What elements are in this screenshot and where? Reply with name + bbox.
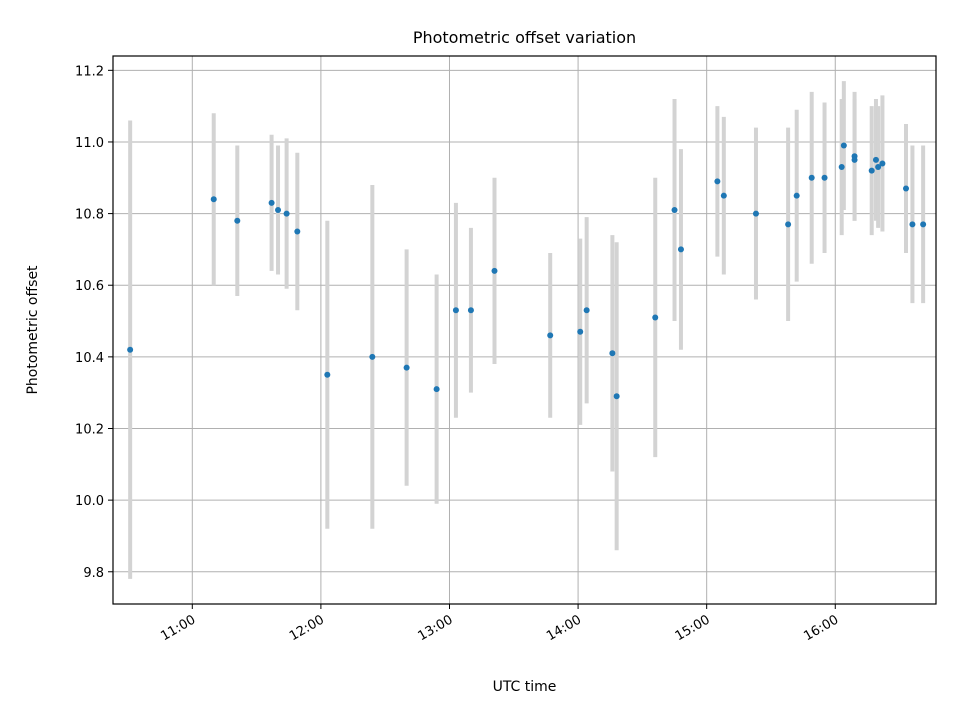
y-tick-label: 10.8 [75,208,104,223]
y-tick-label: 11.0 [75,136,104,151]
y-tick-label: 11.2 [75,64,104,79]
data-point [324,371,331,378]
x-axis-label: UTC time [493,679,557,695]
data-point [840,142,847,149]
plot-frame [112,55,937,605]
x-axis: 11:00 12:00 13:00 14:00 15:00 16:00 [158,604,841,644]
x-tick-label: 12:00 [287,612,327,644]
x-tick-label: 16:00 [801,612,841,644]
data-point [875,164,882,171]
data-point [403,364,410,371]
data-point [714,178,721,185]
data-point [583,307,590,314]
data-point [752,210,759,217]
data-point [467,307,474,314]
data-point [547,332,554,339]
data-point [720,192,727,199]
grid [113,56,936,604]
data-point [210,196,217,203]
data-point [902,185,909,192]
y-axis: 9.8 10.0 10.2 10.4 10.6 10.8 11.0 11.2 [75,64,113,581]
data-point [920,221,927,228]
data-point [868,167,875,174]
data-point [677,246,684,253]
data-point [613,393,620,400]
data-point [793,192,800,199]
data-point [369,353,376,360]
data-point [671,207,678,214]
y-tick-label: 10.0 [75,494,104,509]
y-tick-label: 9.8 [83,566,104,581]
data-point [909,221,916,228]
y-tick-label: 10.4 [75,351,104,366]
data-point [491,267,498,274]
chart-title: Photometric offset variation [413,28,636,47]
data-point [294,228,301,235]
y-tick-label: 10.2 [75,422,104,437]
data-point [808,174,815,181]
data-point [577,328,584,335]
data-point [452,307,459,314]
data-point [268,199,275,206]
x-tick-label: 15:00 [673,612,713,644]
data-point [879,160,886,167]
data-point [283,210,290,217]
y-tick-label: 10.6 [75,279,104,294]
data-point [872,156,879,163]
data-point [234,217,241,224]
data-point [609,350,616,357]
x-tick-label: 14:00 [544,612,584,644]
data-point [652,314,659,321]
data-point [838,164,845,171]
data-point [127,346,134,353]
data-point [275,207,282,214]
data-points [127,142,927,400]
x-tick-label: 11:00 [158,612,198,644]
y-axis-label: Photometric offset [25,265,41,395]
data-point [785,221,792,228]
x-tick-label: 13:00 [416,612,456,644]
data-point [433,386,440,393]
data-point [851,156,858,163]
data-point [821,174,828,181]
error-bars [128,81,926,579]
